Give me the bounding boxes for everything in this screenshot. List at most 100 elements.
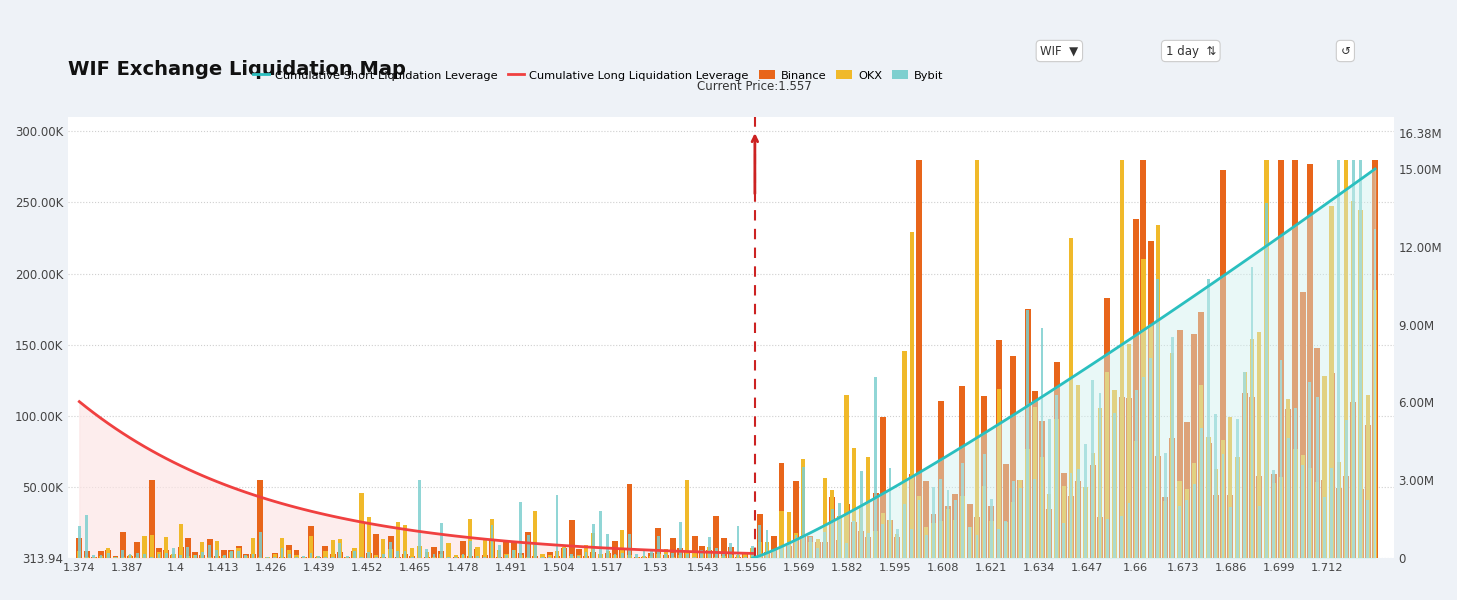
Bar [845, 543, 848, 558]
Bar [663, 555, 669, 558]
Bar [1024, 309, 1030, 558]
Bar [532, 556, 538, 558]
Bar [106, 553, 109, 558]
Bar [650, 550, 653, 558]
Bar [201, 553, 204, 558]
Bar [678, 548, 683, 558]
Bar [953, 520, 957, 558]
Bar [909, 474, 915, 558]
Bar [418, 480, 421, 558]
Bar [411, 557, 414, 558]
Bar [112, 556, 118, 558]
Bar [814, 542, 820, 558]
Bar [1039, 421, 1045, 558]
Bar [491, 524, 494, 558]
Bar [982, 486, 986, 558]
Bar [402, 554, 408, 558]
Bar [816, 548, 819, 558]
Bar [1170, 438, 1176, 558]
Bar [584, 552, 587, 558]
Bar [272, 554, 277, 558]
Bar [337, 552, 342, 558]
Text: WIF Exchange Liquidation Map: WIF Exchange Liquidation Map [68, 60, 407, 79]
Bar [192, 556, 197, 558]
Bar [316, 556, 321, 558]
Bar [1285, 409, 1291, 558]
Bar [995, 340, 1001, 558]
Bar [1112, 499, 1118, 558]
Bar [605, 553, 610, 558]
Bar [679, 522, 682, 558]
Bar [136, 557, 140, 558]
Bar [562, 548, 565, 558]
Bar [382, 554, 385, 558]
Bar [280, 557, 286, 558]
Bar [541, 554, 545, 558]
Bar [1221, 454, 1224, 558]
Bar [185, 538, 191, 558]
Bar [873, 493, 879, 558]
Bar [1257, 332, 1262, 558]
Bar [570, 554, 573, 558]
Bar [265, 557, 270, 558]
Bar [1026, 449, 1030, 558]
Bar [692, 553, 696, 558]
Bar [1287, 399, 1291, 558]
Bar [163, 550, 169, 558]
Bar [490, 541, 495, 558]
Bar [468, 518, 472, 558]
Bar [1157, 279, 1160, 558]
Bar [771, 536, 777, 558]
Bar [887, 520, 893, 558]
Bar [1321, 479, 1327, 558]
Bar [302, 557, 306, 558]
Bar [701, 550, 704, 558]
Bar [628, 554, 631, 558]
Bar [823, 478, 828, 558]
Bar [1301, 466, 1304, 558]
Bar [865, 537, 871, 558]
Bar [1032, 391, 1037, 558]
Bar [1300, 292, 1305, 558]
Bar [1220, 170, 1225, 558]
Bar [374, 556, 379, 558]
Bar [1186, 500, 1189, 558]
Bar [1142, 377, 1145, 558]
Bar [245, 556, 248, 558]
Bar [988, 506, 994, 558]
Bar [121, 550, 124, 558]
Bar [737, 526, 740, 558]
Bar [136, 553, 138, 558]
Bar [641, 557, 647, 558]
Bar [962, 463, 965, 558]
Bar [482, 555, 488, 558]
Bar [1091, 454, 1094, 558]
Bar [404, 551, 407, 558]
Bar [1150, 358, 1152, 558]
Bar [1046, 509, 1052, 558]
Bar [1097, 517, 1103, 558]
Bar [851, 522, 857, 558]
Bar [1053, 362, 1059, 558]
Bar [867, 457, 870, 558]
Bar [1351, 402, 1356, 558]
Bar [555, 495, 558, 558]
Bar [1017, 480, 1023, 558]
Bar [1307, 164, 1313, 558]
Bar [707, 550, 712, 558]
Bar [388, 536, 393, 558]
Bar [997, 389, 1001, 558]
Bar [526, 535, 529, 558]
Bar [772, 549, 775, 558]
Bar [881, 524, 884, 558]
Bar [750, 548, 755, 558]
Bar [83, 551, 89, 558]
Bar [395, 557, 401, 558]
Bar [606, 535, 609, 558]
Bar [699, 546, 705, 558]
Bar [446, 544, 450, 558]
Bar [105, 550, 111, 558]
Bar [1243, 372, 1246, 558]
Bar [829, 497, 835, 558]
Bar [1336, 462, 1340, 558]
